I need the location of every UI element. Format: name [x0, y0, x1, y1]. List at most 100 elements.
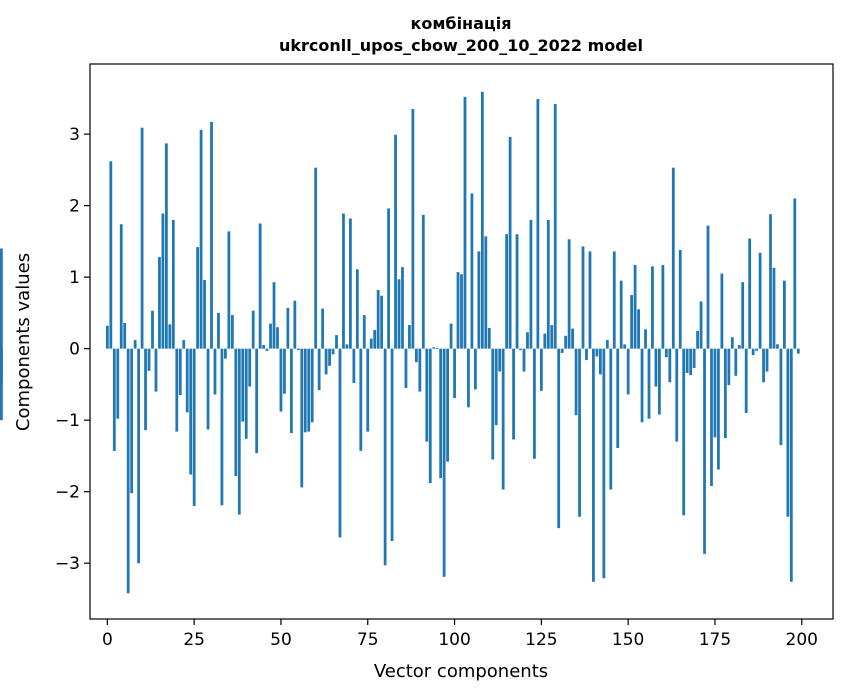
bar-181	[734, 348, 738, 376]
x-axis-ticks: 0 25 50 75 100 125 150 175 200	[102, 619, 818, 650]
bar-40	[244, 348, 248, 439]
bar-3	[116, 348, 120, 419]
chart-title: комбінація	[410, 14, 511, 33]
bar-198	[793, 198, 797, 349]
bar-41	[248, 348, 252, 387]
bar-126	[543, 333, 547, 349]
bar-88	[411, 109, 415, 349]
bar-187	[755, 348, 759, 351]
bar-97	[442, 348, 446, 577]
bar-9	[137, 348, 140, 564]
bar-141	[595, 348, 599, 357]
y-tick-label: 3	[69, 125, 80, 145]
bar-24	[189, 348, 193, 475]
bar-102	[460, 274, 463, 349]
bar-144	[605, 340, 609, 349]
y-axis-ticks: −3 −2 −1 0 1 2 3	[55, 125, 90, 574]
bar-11	[144, 348, 147, 431]
bar-71	[352, 348, 356, 383]
bar-21	[178, 348, 182, 396]
bar-180	[730, 337, 734, 349]
bar-37	[234, 348, 238, 476]
bar-152	[633, 264, 637, 349]
bars-group	[0, 91, 800, 594]
bar-120	[522, 348, 526, 372]
bar-58	[307, 348, 311, 432]
bar-161	[664, 348, 668, 358]
bar-192	[772, 267, 776, 349]
bar-78	[376, 290, 380, 349]
x-axis-label: Vector components	[374, 661, 548, 682]
bar-169	[692, 348, 696, 368]
bar-145	[609, 348, 613, 490]
bar-65	[331, 348, 335, 355]
bar-137	[581, 246, 585, 349]
y-tick-label: 1	[69, 268, 80, 288]
bar-55	[296, 348, 300, 351]
bar-53	[289, 348, 293, 434]
bar-105	[470, 193, 474, 349]
bar-132	[564, 335, 568, 349]
bar-112	[494, 348, 498, 426]
bar-157	[651, 266, 654, 349]
bar-16	[161, 213, 165, 349]
x-tick-label: 25	[183, 630, 205, 650]
bar-199	[796, 348, 800, 354]
bar-87	[408, 325, 411, 349]
bar-26	[196, 247, 200, 349]
bar-27	[199, 129, 203, 349]
bar-5	[123, 322, 127, 349]
bar-0	[105, 325, 109, 349]
y-tick-label: 2	[69, 197, 80, 217]
bar-49	[276, 327, 279, 349]
bar-171	[699, 301, 703, 349]
bar-122	[529, 219, 533, 349]
bar-182	[737, 345, 741, 349]
bar-131	[560, 348, 564, 353]
bar-193	[776, 344, 779, 349]
bar-163	[671, 167, 675, 349]
bar-170	[696, 330, 699, 349]
bar-98	[446, 348, 450, 462]
x-tick-label: 0	[102, 630, 113, 650]
bar-175	[713, 348, 717, 438]
bar-113	[498, 348, 502, 372]
bar-45	[262, 345, 265, 349]
bar-184	[744, 348, 748, 414]
bar-undefined	[0, 348, 3, 421]
bar-79	[380, 295, 384, 349]
bar-67	[338, 348, 342, 538]
bar-118	[515, 234, 519, 349]
bar-125	[539, 348, 543, 391]
bar-104	[467, 348, 470, 408]
bar-47	[269, 323, 272, 349]
bar-128	[550, 325, 554, 349]
bar-undefined	[0, 248, 3, 349]
bar-14	[154, 348, 158, 392]
bar-18	[168, 324, 172, 349]
bar-36	[230, 315, 234, 349]
bar-130	[557, 348, 561, 529]
bar-166	[682, 348, 686, 516]
bar-155	[644, 329, 647, 349]
bar-178	[723, 348, 727, 439]
bar-108	[480, 91, 484, 349]
bar-13	[151, 310, 154, 349]
bar-19	[171, 219, 175, 349]
bar-69	[345, 344, 349, 349]
bar-190	[765, 348, 769, 372]
bar-25	[192, 348, 196, 506]
bar-90	[418, 348, 422, 392]
bar-68	[342, 213, 345, 349]
bar-61	[317, 348, 321, 391]
bar-23	[185, 348, 189, 413]
bar-168	[689, 348, 693, 376]
bar-111	[491, 348, 495, 460]
x-tick-label: 200	[786, 630, 818, 650]
bar-159	[658, 348, 661, 415]
bar-8	[133, 340, 137, 349]
bar-119	[519, 348, 522, 351]
bar-48	[272, 282, 276, 349]
bar-153	[637, 309, 640, 349]
y-tick-label: −1	[55, 411, 80, 431]
